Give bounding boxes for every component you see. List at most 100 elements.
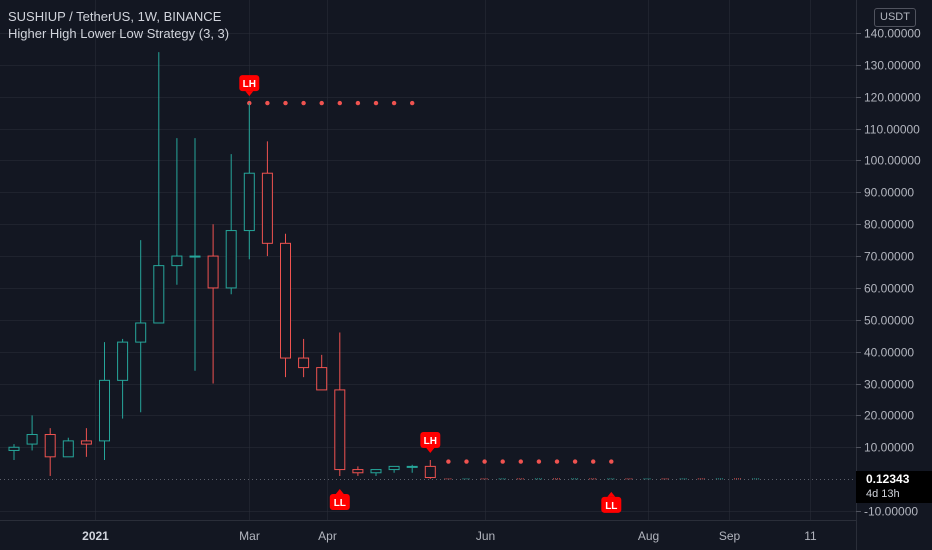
price-tick-label: 40.00000 [864, 346, 914, 360]
study-title[interactable]: Higher High Lower Low Strategy (3, 3) [8, 26, 230, 41]
price-tick-label: 110.00000 [864, 123, 920, 137]
candle [207, 224, 219, 384]
symbol-title[interactable]: SUSHIUP / TetherUS, 1W, BINANCE [8, 9, 222, 24]
candle-body [8, 446, 20, 451]
price-axis[interactable]: -10.00000 10.00000 20.00000 30.00000 40.0000… [856, 27, 921, 519]
marker-lh: LH [239, 75, 260, 97]
marker-arrow [245, 91, 254, 97]
time-tick-label: 2021 [82, 529, 109, 543]
level-dot [464, 459, 469, 464]
price-tick-label: 70.00000 [864, 250, 914, 264]
candle [135, 240, 147, 413]
marker-box [601, 496, 622, 513]
candle [8, 444, 20, 461]
level-dot [446, 459, 451, 464]
time-tick-label: 11 [804, 529, 817, 543]
marker-label: LL [605, 501, 617, 512]
candle-body [153, 265, 165, 324]
level-dot [337, 100, 342, 106]
level-dot [391, 100, 397, 106]
candle-body [62, 440, 74, 458]
price-tick-label: 60.00000 [864, 282, 914, 296]
time-tick-label: Apr [318, 529, 337, 543]
price-tick-label: 10.00000 [864, 441, 914, 455]
candle [243, 103, 255, 260]
time-tick-label: Mar [239, 529, 260, 543]
candle [334, 332, 346, 476]
price-tick-label: 80.00000 [864, 218, 914, 232]
marker-lh: LH [420, 432, 441, 454]
candle [99, 342, 110, 461]
candle-body [26, 434, 38, 445]
last-price-value: 0.12343 [866, 472, 910, 486]
level-dot [572, 459, 578, 464]
candle [171, 138, 183, 285]
candle-body [207, 255, 219, 289]
candle [80, 428, 92, 457]
candle [26, 415, 38, 451]
candle-body [370, 469, 382, 474]
marker-ll: LL [601, 491, 622, 513]
time-tick-label: Sep [719, 529, 741, 543]
level-dot [410, 100, 415, 106]
price-tick-label: 120.00000 [864, 91, 921, 105]
price-tick-label: 140.00000 [864, 27, 921, 41]
price-tick-label: 100.00000 [864, 154, 921, 168]
candle-body [280, 242, 291, 359]
candle-body [316, 367, 328, 391]
currency-badge[interactable]: USDT [874, 8, 916, 27]
level-dot [482, 459, 487, 464]
candle-body [135, 322, 147, 343]
candle-body [298, 357, 310, 369]
candle-body [171, 255, 183, 267]
marker-arrow [426, 448, 435, 454]
candle [406, 464, 418, 473]
level-dot [373, 100, 379, 106]
marker-arrow [335, 488, 344, 494]
price-tick-label: -10.00000 [864, 505, 918, 519]
candle [316, 354, 328, 391]
candle [424, 460, 436, 479]
candle [189, 138, 201, 371]
marker-box [329, 493, 350, 510]
level-dot [319, 100, 324, 106]
candle-body [117, 341, 129, 381]
price-tick-label: 50.00000 [864, 314, 914, 328]
level-dot [265, 100, 270, 106]
candle-body [406, 465, 418, 468]
time-axis[interactable]: 2021 Mar Apr Jun Aug Sep 11 [82, 529, 817, 543]
level-dot [609, 459, 614, 464]
candle-body [243, 172, 255, 232]
candle [44, 428, 56, 476]
marker-label: LL [334, 498, 346, 509]
candle [352, 466, 364, 476]
last-price-badge: 0.12343 4d 13h [856, 471, 932, 503]
candle-body [44, 434, 56, 458]
bar-countdown: 4d 13h [866, 488, 900, 500]
marker-label: LH [243, 79, 256, 90]
level-dot [518, 459, 523, 464]
price-tick-label: 30.00000 [864, 378, 914, 392]
candle [225, 154, 237, 295]
candle [153, 52, 165, 324]
candle-body [80, 440, 92, 445]
level-dot [554, 459, 560, 464]
level-dot [301, 100, 306, 106]
strategy-markers: LH LH LL LL [239, 75, 622, 513]
marker-box [420, 432, 441, 449]
candle-body [352, 469, 364, 474]
chart-legend: SUSHIUP / TetherUS, 1W, BINANCE Higher H… [8, 8, 229, 42]
candle [117, 338, 129, 419]
level-dot [500, 459, 505, 464]
price-tick-label: 130.00000 [864, 59, 921, 73]
grid-lines [0, 0, 856, 520]
time-tick-label: Jun [476, 529, 495, 543]
marker-label: LH [424, 436, 437, 447]
marker-arrow [607, 491, 616, 497]
candle-body [99, 379, 110, 442]
candles [8, 52, 436, 479]
level-dot [536, 459, 542, 464]
candle [280, 233, 291, 378]
